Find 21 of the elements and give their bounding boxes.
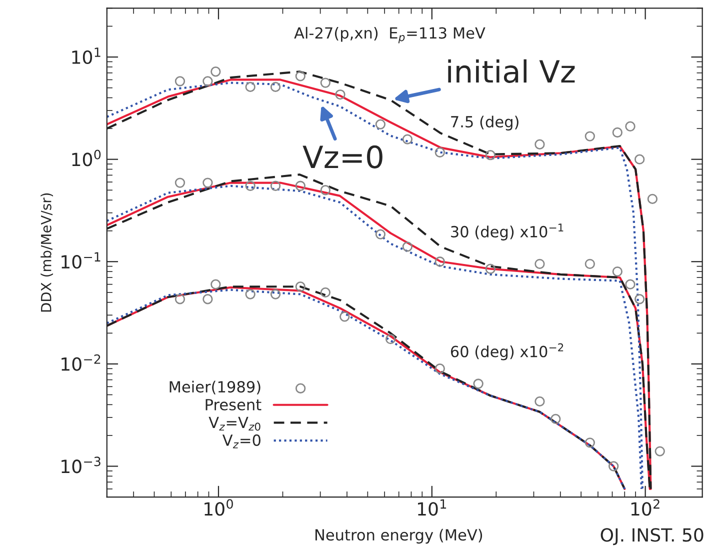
y-tick-label: 10$^{−1}$ xyxy=(62,252,100,269)
x-tick-label: 10$^{2}$ xyxy=(631,499,660,516)
x-tick-label: 10$^{0}$ xyxy=(204,499,233,516)
x-tick-label: 10$^{1}$ xyxy=(418,499,446,516)
legend-label: Meier(1989) xyxy=(170,380,260,394)
y-tick-label: 10$^{0}$ xyxy=(72,150,101,166)
y-tick-label: 10$^{−3}$ xyxy=(62,456,100,474)
legend-label: Present xyxy=(206,399,262,410)
y-tick-label: 10$^{1}$ xyxy=(72,48,100,64)
legend-label: V$_{z}$=V$_{z0}$ xyxy=(208,416,260,431)
annotation: 60 (deg) x10$^{−2}$ xyxy=(450,343,564,360)
legend-label: V$_{z}$=0 xyxy=(222,434,260,448)
annotation: 30 (deg) x10$^{−1}$ xyxy=(451,224,564,240)
y-axis-title: DDX (mb/MeV/sr) xyxy=(40,193,54,312)
annotation: Al-27(p,xn) E$_{p}$=113 MeV xyxy=(294,26,486,44)
text: OJ. INST. 50 xyxy=(600,528,704,546)
annotation: Vz=0 xyxy=(302,145,382,168)
y-tick-label: 10$^{−2}$ xyxy=(62,354,100,371)
x-axis-title: Neutron energy (MeV) xyxy=(315,528,482,544)
annotation: initial Vz xyxy=(448,59,575,83)
annotation: 7.5 (deg) xyxy=(451,116,518,130)
